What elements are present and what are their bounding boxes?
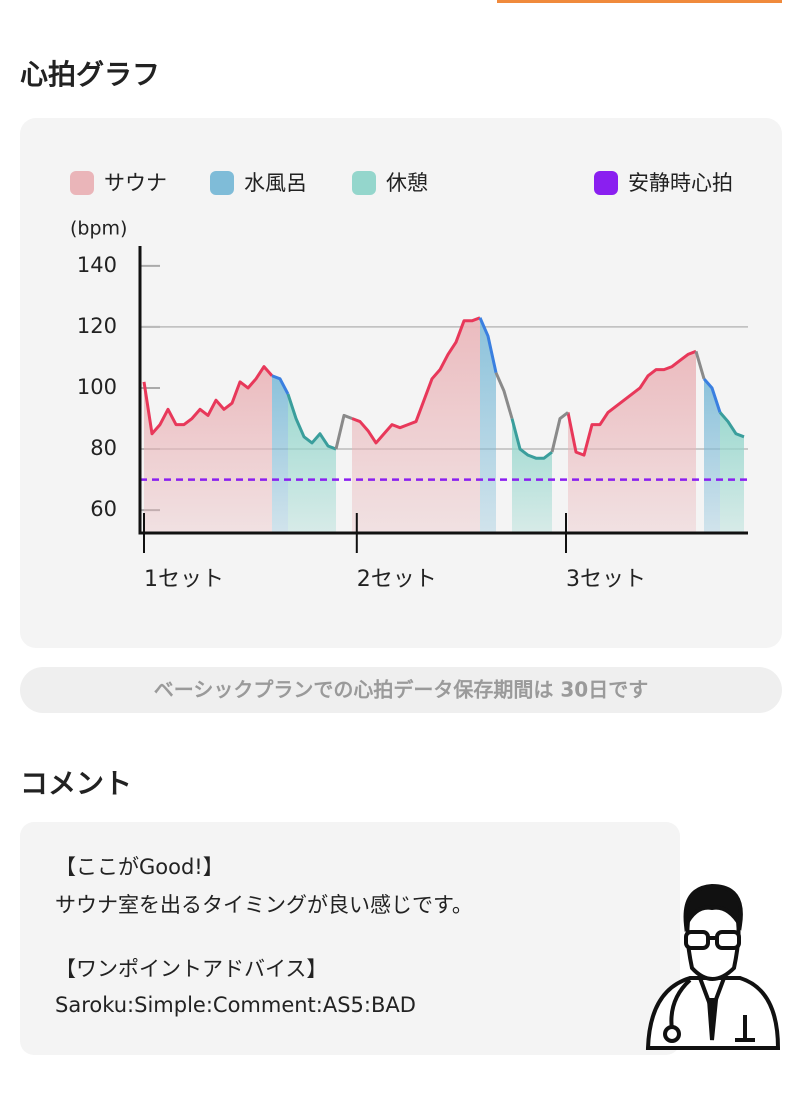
- x-tick-label: 1セット: [144, 567, 224, 592]
- area: [272, 375, 288, 533]
- y-axis-label: (bpm): [70, 218, 127, 240]
- doctor-avatar: [645, 883, 781, 1050]
- legend-label: 休憩: [386, 171, 428, 195]
- comment-title: コメント: [20, 767, 132, 800]
- comment-box: [20, 822, 680, 1055]
- legend-swatch: [352, 171, 376, 195]
- plot: 60 80 100 120 140 1セット 2セット 3セット サウナ 水風呂 休憩 安静時心拍: [70, 171, 748, 592]
- comment-line: 【ワンポイントアドバイス】: [55, 957, 327, 981]
- legend-label: 水風呂: [244, 171, 307, 195]
- legend-swatch: [210, 171, 234, 195]
- legend-swatch: [594, 171, 618, 195]
- area: [568, 351, 696, 533]
- y-tick-label: 80: [90, 436, 117, 460]
- y-tick-label: 140: [77, 253, 117, 277]
- area: [720, 412, 744, 533]
- comment-line: サウナ室を出るタイミングが良い感じです。: [55, 893, 473, 917]
- hr-line: [271, 317, 722, 413]
- hr-line: [334, 350, 706, 453]
- area: [704, 378, 720, 533]
- hr-line: [142, 316, 697, 457]
- legend-label: 安静時心拍: [628, 171, 733, 195]
- y-tick-label: 100: [77, 375, 117, 399]
- comment-line: Saroku:Simple:Comment:AS5:BAD: [55, 993, 416, 1017]
- legend-label: サウナ: [104, 171, 167, 195]
- x-tick-label: 2セット: [357, 567, 437, 592]
- section-title: 心拍グラフ: [20, 58, 160, 91]
- hr-line: [286, 393, 745, 460]
- tab-indicator: [497, 0, 782, 3]
- comment-line: 【ここがGood!】: [55, 855, 224, 879]
- x-tick-label: 3セット: [566, 567, 646, 592]
- area: [144, 366, 272, 533]
- notice: ベーシックプランでの心拍データ保存期間は 30日です: [154, 678, 648, 702]
- legend-swatch: [70, 171, 94, 195]
- notice-pill: [20, 667, 782, 713]
- y-tick-label: 120: [77, 314, 117, 338]
- area: [512, 418, 552, 533]
- y-tick-label: 60: [90, 497, 117, 521]
